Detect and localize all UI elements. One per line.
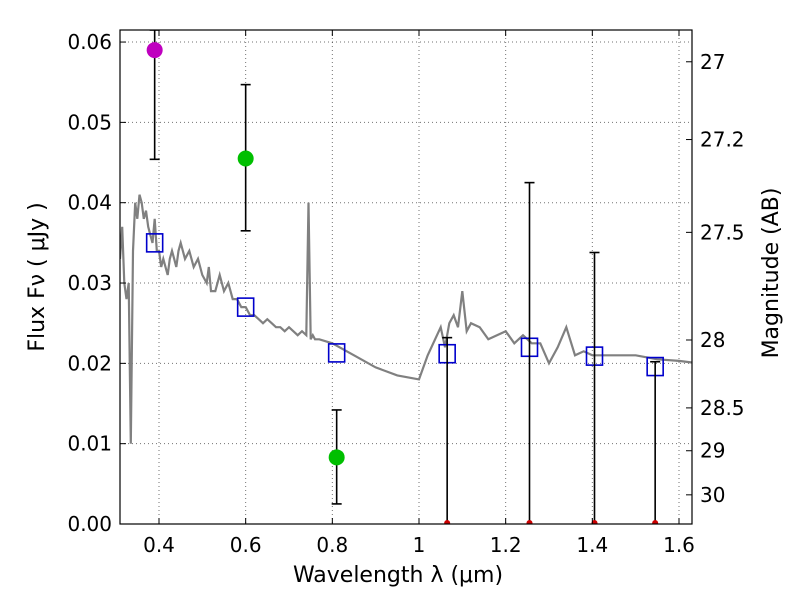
x-tick-label: 0.6 <box>230 533 262 557</box>
model-band-square <box>236 297 255 317</box>
model-band-square <box>327 343 346 363</box>
y-tick-label: 0.01 <box>67 432 112 456</box>
x-tick-label: 0.8 <box>316 533 348 557</box>
tick-layer: 0.4 0.6 0.8 1 1.2 1.4 1.6 0.00 0.01 0.02 0.03 0.04 0… <box>67 30 745 557</box>
observed-point <box>328 449 345 466</box>
upper-limit-marker <box>652 520 659 524</box>
x-tick-label: 1.4 <box>576 533 608 557</box>
y-axis-label: Flux Fν ( μJy ) <box>25 202 50 351</box>
observed-point <box>146 42 163 59</box>
series-clip-group <box>120 30 692 524</box>
sed-model-line <box>120 194 692 444</box>
y2-tick-label: 29 <box>700 439 725 463</box>
y-tick-label: 0.04 <box>67 191 112 215</box>
y2-tick-label: 28.5 <box>700 396 745 420</box>
series-layer <box>120 30 692 524</box>
x-tick-label: 1.6 <box>663 533 695 557</box>
y-tick-label: 0.06 <box>67 30 112 54</box>
upper-limit-marker <box>591 520 598 524</box>
y-tick-label: 0.03 <box>67 271 112 295</box>
y-tick-label: 0.00 <box>67 512 112 536</box>
plot-frame <box>119 29 693 525</box>
y2-tick-label: 30 <box>700 483 725 507</box>
upper-limit-marker <box>526 520 533 524</box>
y2-axis-label: Magnitude (AB) <box>759 188 784 359</box>
y2-tick-label: 27 <box>700 50 725 74</box>
x-tick-label: 0.4 <box>143 533 175 557</box>
observed-point <box>237 150 254 167</box>
model-band-square <box>145 233 164 253</box>
x-tick-label: 1 <box>413 533 426 557</box>
upper-limit-marker <box>444 520 451 524</box>
y-tick-label: 0.05 <box>67 110 112 134</box>
y2-tick-label: 28 <box>700 328 725 352</box>
x-axis-label: Wavelength λ (μm) <box>293 563 503 588</box>
x-tick-label: 1.2 <box>490 533 522 557</box>
grid-layer <box>120 30 692 524</box>
y2-tick-label: 27.2 <box>700 128 745 152</box>
y2-tick-label: 27.5 <box>700 220 745 244</box>
y-tick-label: 0.02 <box>67 351 112 375</box>
